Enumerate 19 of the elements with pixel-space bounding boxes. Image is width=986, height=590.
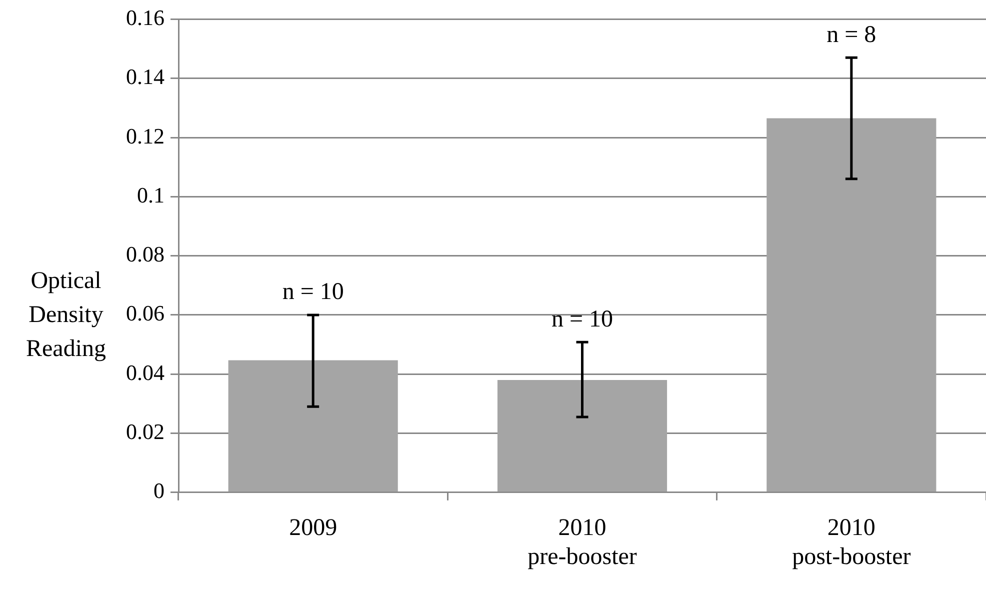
y-tick-label: 0.16 (126, 4, 164, 30)
y-tick-label: 0.14 (126, 64, 164, 90)
y-tick-label: 0.04 (126, 360, 164, 385)
y-tick-label: 0.08 (126, 242, 164, 267)
y-tick-label: 0.02 (126, 419, 164, 444)
y-axis-title: Optical Density Reading (26, 268, 106, 362)
y-tick-label: 0.06 (126, 300, 164, 326)
x-tick-label: 2010 post-booster (792, 515, 911, 570)
x-tick-label: 2010 pre-booster (528, 515, 637, 570)
y-tick-label: 0 (154, 478, 164, 504)
x-tick-label: 2009 (289, 515, 338, 542)
y-tick-label: 0.12 (126, 123, 164, 148)
bar (766, 118, 936, 492)
annotation: n = 10 (551, 306, 614, 332)
bar (228, 360, 398, 492)
bar (497, 380, 668, 492)
y-tick-label: 0.1 (137, 182, 164, 208)
annotation: n = 10 (282, 279, 344, 306)
annotation: n = 8 (826, 22, 876, 48)
